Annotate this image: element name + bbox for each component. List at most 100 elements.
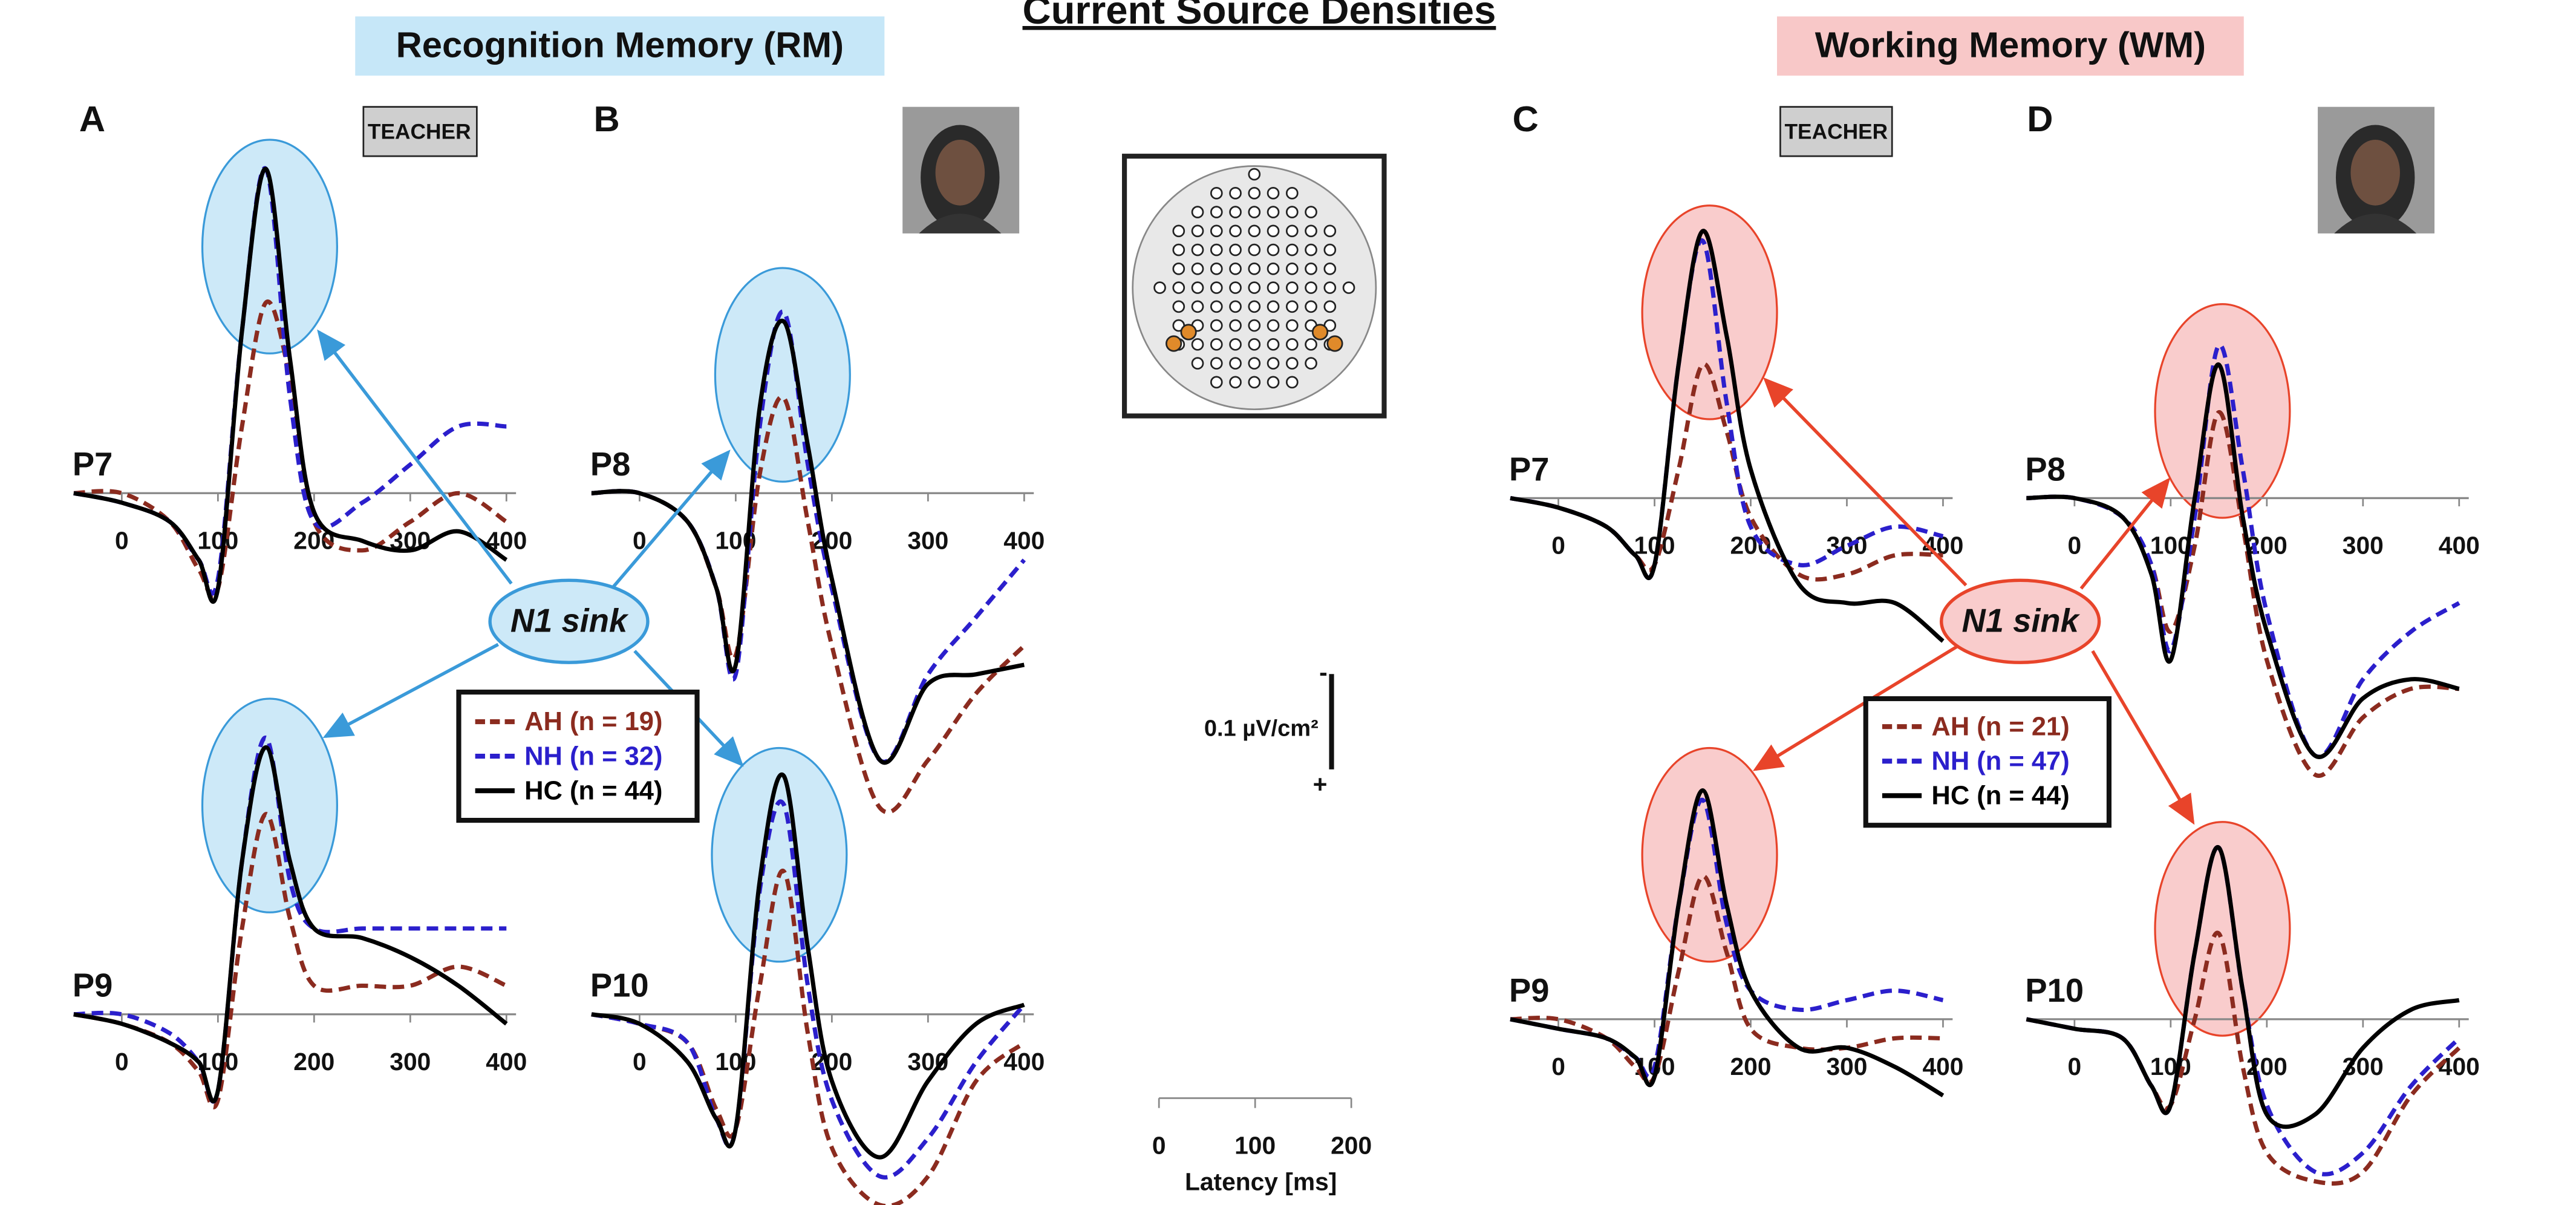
figure-title: Current Source Densities xyxy=(1023,0,1496,32)
x-tick-label: 0 xyxy=(1551,1053,1565,1080)
electrode xyxy=(1248,338,1261,351)
electrode xyxy=(1210,243,1223,256)
electrode xyxy=(1285,243,1299,256)
panel-letter: A xyxy=(79,99,105,139)
electrode-map xyxy=(1122,154,1387,419)
electrode xyxy=(1191,224,1204,238)
electrode xyxy=(1267,281,1280,294)
electrode xyxy=(1267,224,1280,238)
x-tick-label: 100 xyxy=(197,527,238,555)
electrode xyxy=(1248,357,1261,370)
section-bg xyxy=(1776,16,2244,76)
electrode xyxy=(1267,338,1280,351)
legend-label: AH (n = 19) xyxy=(524,707,662,736)
latency-label: Latency [ms] xyxy=(1185,1167,1337,1195)
x-tick-label: 200 xyxy=(811,527,852,555)
channel-label: P9 xyxy=(73,967,112,1004)
scale-label: 0.1 µV/cm² xyxy=(1204,716,1319,742)
highlights xyxy=(201,139,2291,1037)
waveform xyxy=(2026,362,2460,759)
electrode xyxy=(1229,300,1242,313)
electrode xyxy=(1248,376,1261,389)
electrode xyxy=(1210,206,1223,218)
tag-box xyxy=(362,106,478,157)
electrode xyxy=(1248,206,1261,218)
x-tick-label: 200 xyxy=(293,1048,334,1076)
x-tick-label: 0 xyxy=(2068,532,2082,560)
scale-sign: - xyxy=(1319,658,1328,686)
waveform xyxy=(73,166,508,604)
electrode xyxy=(1248,319,1261,332)
electrode xyxy=(1191,243,1204,256)
electrode xyxy=(1267,376,1280,389)
electrode xyxy=(1323,224,1337,238)
x-tick-label: 0 xyxy=(2068,1053,2082,1080)
x-tick-label: 0 xyxy=(633,527,647,555)
electrode xyxy=(1210,186,1223,200)
x-tick-label: 400 xyxy=(1003,1048,1045,1076)
section-title: Working Memory (WM) xyxy=(1815,25,2206,65)
waveform xyxy=(1510,788,1945,1098)
x-tick-label: 100 xyxy=(2150,532,2191,560)
plots: 0 100 200 300 400 P7 0 100 200 300 400 P9 0 100 200 300… xyxy=(73,166,2480,1205)
waveform xyxy=(591,394,1026,815)
electrode xyxy=(1285,224,1299,238)
electrode xyxy=(1285,300,1299,313)
latency-tick-label: 100 xyxy=(1234,1132,1276,1160)
electrode xyxy=(1229,263,1242,275)
electrode xyxy=(1267,206,1280,218)
electrode xyxy=(1285,376,1299,389)
electrode xyxy=(1248,186,1261,200)
electrode xyxy=(1172,263,1185,275)
photo xyxy=(2318,106,2435,233)
electrode xyxy=(1191,281,1204,294)
electrode xyxy=(1285,263,1299,275)
n1-label: N1 sink xyxy=(510,602,629,639)
x-tick-label: 300 xyxy=(1826,532,1867,560)
highlight xyxy=(2154,303,2291,519)
electrode xyxy=(1248,263,1261,275)
highlight xyxy=(714,267,851,483)
electrode xyxy=(1153,281,1166,294)
electrode-selected xyxy=(1180,324,1197,341)
electrode xyxy=(1305,224,1317,238)
electrode xyxy=(1305,263,1317,275)
electrode xyxy=(1248,281,1261,294)
electrode xyxy=(1267,300,1280,313)
arrows xyxy=(317,329,2195,825)
x-tick-label: 0 xyxy=(115,1048,129,1076)
n1-node xyxy=(1940,578,2101,664)
panel-letter: C xyxy=(1513,99,1539,139)
electrode xyxy=(1267,357,1280,370)
x-tick-label: 400 xyxy=(486,1048,527,1076)
highlight xyxy=(711,746,848,963)
electrode xyxy=(1267,263,1280,275)
channel-label: P10 xyxy=(2025,972,2084,1009)
x-tick-label: 300 xyxy=(390,1048,431,1076)
x-tick-label: 300 xyxy=(2343,532,2384,560)
electrode xyxy=(1191,263,1204,275)
x-tick-label: 200 xyxy=(1730,532,1772,560)
electrode xyxy=(1248,168,1261,181)
n1-label: N1 sink xyxy=(1962,602,2081,639)
electrode xyxy=(1229,224,1242,238)
electrode xyxy=(1210,338,1223,351)
x-tick-label: 400 xyxy=(2439,532,2480,560)
electrode xyxy=(1305,338,1317,351)
electrode xyxy=(1285,281,1299,294)
electrode xyxy=(1229,281,1242,294)
electrode xyxy=(1285,338,1299,351)
waveform xyxy=(591,318,1025,765)
scale-bars: - +0.1 µV/cm² 0 100 200 Latency [ms] xyxy=(1152,658,1372,1195)
photo xyxy=(902,106,1020,233)
legend-label: AH (n = 21) xyxy=(1931,712,2069,741)
electrode xyxy=(1210,376,1223,389)
channel-label: P7 xyxy=(73,446,112,483)
electrode xyxy=(1305,357,1317,370)
electrode xyxy=(1172,300,1185,313)
waveform xyxy=(1510,797,1944,1079)
electrode xyxy=(1229,376,1242,389)
legend-label: NH (n = 32) xyxy=(524,742,662,771)
electrode xyxy=(1323,281,1337,294)
